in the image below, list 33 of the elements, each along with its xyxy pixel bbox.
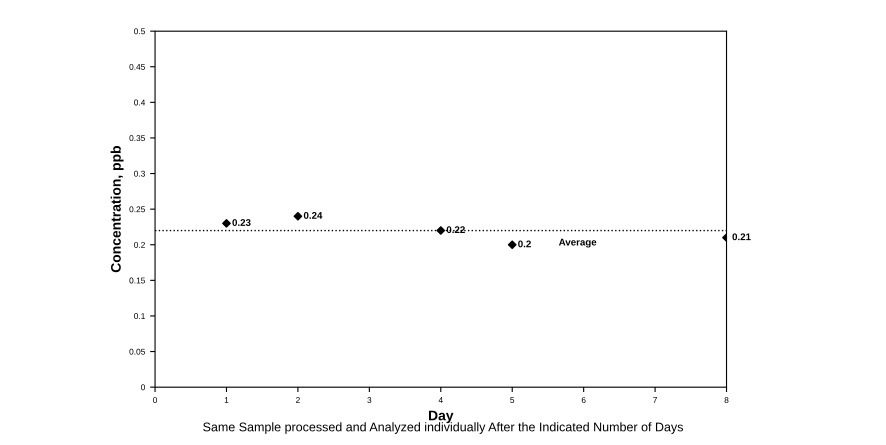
x-tick-label: 2 [296, 397, 300, 403]
x-tick-label: 3 [367, 397, 372, 403]
y-axis-title: Concentration, ppb [110, 146, 124, 272]
text: Same Sample processed and Analyzed individually After the Indicated Number of Days [203, 422, 683, 434]
y-tick-label: 0.05 [129, 348, 145, 355]
x-tick-label: 4 [438, 397, 443, 403]
y-tick-label: 0.2 [134, 242, 145, 248]
y-tick-label: 0.15 [129, 278, 145, 284]
y-tick-label: 0.45 [129, 64, 145, 70]
y-tick-label: 0.5 [134, 28, 145, 34]
x-axis-title: Day [428, 410, 454, 424]
x-tick-label: 1 [224, 397, 228, 403]
y-tick-label: 0.4 [134, 100, 146, 106]
data-label: 0.24 [304, 212, 322, 219]
point [508, 240, 517, 250]
point [222, 219, 231, 228]
x-tick-label: 5 [510, 397, 514, 403]
data-label: 0.2 [518, 240, 531, 248]
x-tick-label: 6 [582, 397, 586, 403]
x-tick-label: 0 [153, 397, 158, 403]
x-tick-label: 7 [653, 397, 657, 403]
data-label: 0.22 [446, 226, 465, 234]
y-tick-label: 0 [141, 384, 145, 390]
y-tick-label: 0.35 [129, 135, 145, 142]
ref-line-label: Average [558, 238, 596, 248]
y-tick-label: 0.1 [134, 313, 145, 320]
data-label: 0.21 [732, 233, 751, 240]
y-tick-label: 0.3 [134, 170, 145, 177]
data-label: 0.23 [232, 219, 251, 226]
x-tick-label: 8 [724, 397, 728, 403]
point [294, 212, 302, 221]
y-tick-label: 0.25 [129, 206, 145, 212]
point [436, 226, 446, 235]
